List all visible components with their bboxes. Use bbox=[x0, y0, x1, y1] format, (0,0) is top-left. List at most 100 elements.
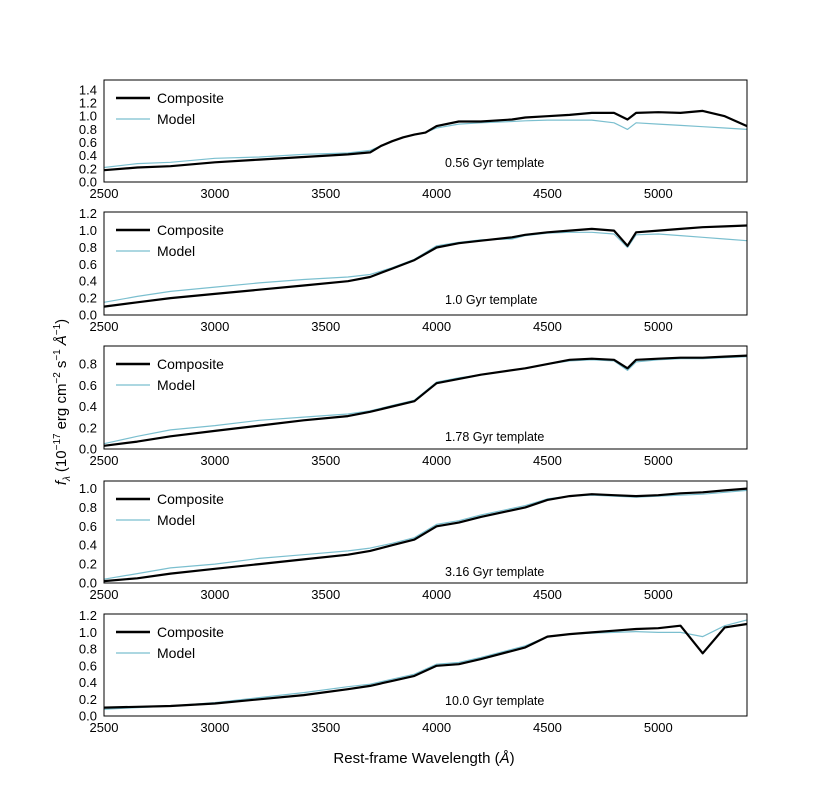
y-tick-label: 0.8 bbox=[79, 357, 97, 372]
x-tick-label: 3500 bbox=[311, 186, 340, 201]
panel-frame bbox=[103, 211, 748, 316]
legend-model-label: Model bbox=[157, 377, 195, 393]
x-tick-label: 3000 bbox=[200, 720, 229, 735]
y-tick-label: 0.4 bbox=[79, 274, 97, 289]
y-tick-label: 0.6 bbox=[79, 257, 97, 272]
y-tick-label: 0.0 bbox=[79, 442, 97, 457]
y-tick-label: 1.0 bbox=[79, 109, 97, 124]
y-tick-label: 0.6 bbox=[79, 135, 97, 150]
panel-frame bbox=[103, 613, 748, 717]
x-tick-label: 3000 bbox=[200, 587, 229, 602]
panel-frame bbox=[103, 345, 748, 450]
x-tick-label: 5000 bbox=[644, 319, 673, 334]
x-tick-label: 2500 bbox=[90, 587, 119, 602]
y-tick-label: 0.2 bbox=[79, 161, 97, 176]
legend-model-label: Model bbox=[157, 512, 195, 528]
y-tick-label: 1.0 bbox=[79, 625, 97, 640]
x-tick-label: 5000 bbox=[644, 186, 673, 201]
y-tick-label: 0.6 bbox=[79, 519, 97, 534]
y-tick-label: 1.2 bbox=[79, 608, 97, 623]
y-tick-label: 0.0 bbox=[79, 576, 97, 591]
legend-composite-label: Composite bbox=[157, 356, 224, 372]
y-tick-label: 0.2 bbox=[79, 557, 97, 572]
x-tick-label: 3500 bbox=[311, 453, 340, 468]
x-tick-label: 4000 bbox=[422, 319, 451, 334]
spectrum-panel: 2500 3000 3500 4000 4500 5000 0.0 0.2 0.4 0.60.8 1… bbox=[79, 608, 748, 735]
composite-series-line bbox=[103, 224, 748, 308]
legend-model-label: Model bbox=[157, 111, 195, 127]
y-tick-label: 0.8 bbox=[79, 642, 97, 657]
x-axis-title: Rest-frame Wavelength (Å) bbox=[333, 750, 514, 767]
y-tick-label: 1.0 bbox=[79, 481, 97, 496]
y-tick-label: 0.8 bbox=[79, 240, 97, 255]
x-tick-label: 3000 bbox=[200, 319, 229, 334]
x-tick-label: 3500 bbox=[311, 319, 340, 334]
legend-model-label: Model bbox=[157, 645, 195, 661]
y-tick-label: 0.4 bbox=[79, 675, 97, 690]
y-tick-label: 1.2 bbox=[79, 206, 97, 221]
composite-series-line bbox=[103, 354, 748, 447]
model-series-line bbox=[103, 619, 748, 710]
x-tick-label: 3500 bbox=[311, 587, 340, 602]
legend-composite-label: Composite bbox=[157, 624, 224, 640]
template-annotation: 10.0 Gyr template bbox=[445, 694, 544, 708]
y-tick-label: 0.2 bbox=[79, 692, 97, 707]
y-tick-label: 0.0 bbox=[79, 175, 97, 190]
panel-frame bbox=[103, 79, 748, 183]
x-tick-label: 4500 bbox=[533, 720, 562, 735]
y-tick-label: 1.4 bbox=[79, 82, 97, 97]
y-tick-label: 0.4 bbox=[79, 538, 97, 553]
spectrum-panel: 2500 3000 3500 4000 4500 50000.00.20.40.60.81… bbox=[79, 79, 748, 201]
legend-composite-label: Composite bbox=[157, 491, 224, 507]
x-tick-label: 2500 bbox=[90, 319, 119, 334]
spectrum-panel: 2500 3000 3500 4000 4500 5000 0.0 0.2 0.4 0.6 0.8 C… bbox=[79, 345, 748, 468]
y-tick-label: 0.4 bbox=[79, 399, 97, 414]
composite-series-line bbox=[103, 487, 748, 583]
legend-composite-label: Composite bbox=[157, 222, 224, 238]
y-tick-label: 0.2 bbox=[79, 420, 97, 435]
x-tick-label: 5000 bbox=[644, 720, 673, 735]
legend-composite-label: Composite bbox=[157, 90, 224, 106]
y-tick-label: 1.2 bbox=[79, 96, 97, 111]
x-tick-label: 3000 bbox=[200, 186, 229, 201]
x-tick-label: 3000 bbox=[200, 453, 229, 468]
x-tick-label: 5000 bbox=[644, 453, 673, 468]
composite-series-line bbox=[103, 109, 748, 172]
x-tick-label: 4500 bbox=[533, 186, 562, 201]
y-axis-title: fλ(10−17erg cm−2s−1Å−1) bbox=[52, 319, 73, 485]
y-tick-label: 0.2 bbox=[79, 291, 97, 306]
template-annotation: 0.56 Gyr template bbox=[445, 156, 544, 170]
composite-series-line bbox=[103, 622, 748, 709]
template-annotation: 3.16 Gyr template bbox=[445, 565, 544, 579]
y-tick-label: 0.8 bbox=[79, 500, 97, 515]
panel-frame bbox=[103, 480, 748, 584]
y-tick-label: 0.0 bbox=[79, 709, 97, 724]
x-tick-label: 5000 bbox=[644, 587, 673, 602]
template-annotation: 1.0 Gyr template bbox=[445, 293, 537, 307]
y-tick-label: 0.8 bbox=[79, 122, 97, 137]
y-tick-label: 0.4 bbox=[79, 148, 97, 163]
y-tick-label: 0.6 bbox=[79, 658, 97, 673]
model-series-line bbox=[103, 119, 748, 169]
x-tick-label: 3500 bbox=[311, 720, 340, 735]
panels-group: 2500 3000 3500 4000 4500 50000.00.20.40.60.81… bbox=[79, 79, 748, 735]
y-tick-label: 0.0 bbox=[79, 308, 97, 323]
model-series-line bbox=[103, 231, 748, 303]
x-tick-label: 2500 bbox=[90, 453, 119, 468]
x-tick-label: 2500 bbox=[90, 720, 119, 735]
x-tick-label: 2500 bbox=[90, 186, 119, 201]
x-tick-label: 4500 bbox=[533, 453, 562, 468]
legend-model-label: Model bbox=[157, 243, 195, 259]
x-tick-label: 4000 bbox=[422, 720, 451, 735]
y-tick-label: 0.6 bbox=[79, 378, 97, 393]
x-tick-label: 4000 bbox=[422, 186, 451, 201]
x-tick-label: 4000 bbox=[422, 587, 451, 602]
template-annotation: 1.78 Gyr template bbox=[445, 430, 544, 444]
x-tick-label: 4500 bbox=[533, 319, 562, 334]
spectrum-panel: 2500 3000 3500 4000 4500 5000 0.0 0.2 0.4 0.6 0.8 1… bbox=[79, 480, 748, 602]
x-tick-label: 4000 bbox=[422, 453, 451, 468]
x-tick-label: 4500 bbox=[533, 587, 562, 602]
y-tick-label: 1.0 bbox=[79, 223, 97, 238]
spectrum-panel: 2500 3000 3500 4000 4500 5000 0.0 0.2 0.4 0.6 0.8 1… bbox=[79, 206, 748, 334]
